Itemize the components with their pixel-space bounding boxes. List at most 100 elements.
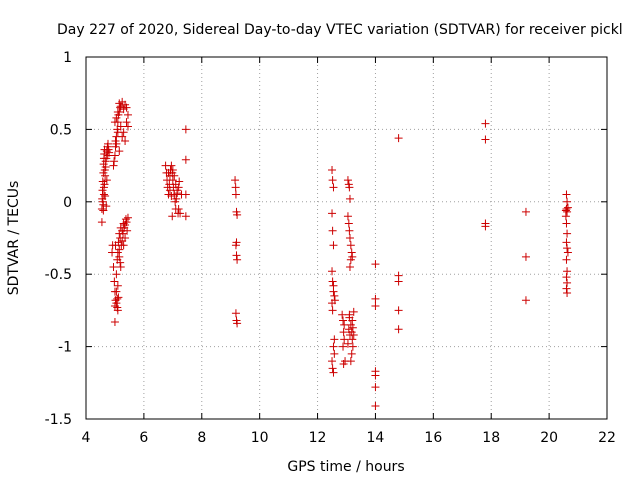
data-point (168, 212, 177, 221)
chart-title: Day 227 of 2020, Sidereal Day-to-day VTE… (57, 22, 623, 38)
data-point (563, 289, 572, 298)
y-tick-label: -1.5 (45, 412, 72, 428)
data-point (113, 128, 122, 137)
data-point (328, 267, 337, 276)
data-point (563, 229, 572, 238)
data-point (99, 183, 108, 192)
data-point (121, 220, 130, 229)
data-point (99, 206, 108, 215)
x-tick-label: 18 (482, 430, 500, 446)
data-point (394, 134, 403, 143)
data-points (97, 97, 572, 410)
data-point (338, 310, 347, 319)
x-tick-label: 6 (139, 430, 148, 446)
data-point (345, 234, 354, 242)
data-point (116, 262, 125, 271)
data-point (112, 287, 121, 296)
data-point (346, 357, 355, 366)
y-tick-label: 0 (63, 195, 72, 211)
y-tick-label: 0.5 (50, 122, 72, 138)
data-point (100, 165, 109, 174)
x-tick-label: 12 (309, 430, 327, 446)
data-point (114, 293, 123, 302)
data-point (349, 331, 358, 340)
data-point (328, 226, 337, 235)
data-point (98, 197, 107, 206)
data-point (339, 359, 348, 368)
data-point (103, 139, 112, 148)
data-point (330, 335, 339, 344)
data-point (231, 176, 240, 185)
data-point (122, 103, 131, 112)
data-point (562, 238, 571, 247)
data-point (562, 273, 571, 282)
data-point (173, 189, 182, 198)
data-point (112, 113, 121, 122)
data-point (231, 309, 240, 318)
data-point (118, 236, 127, 245)
data-point (116, 122, 125, 131)
data-point (346, 241, 355, 250)
data-point (563, 203, 572, 212)
data-point (167, 161, 176, 170)
data-point (118, 132, 127, 141)
data-point (116, 258, 125, 267)
data-point (111, 136, 120, 145)
data-point (119, 241, 128, 250)
data-point (181, 155, 190, 164)
data-point (170, 171, 179, 180)
data-point (563, 207, 572, 216)
data-point (521, 296, 530, 305)
data-point (176, 209, 185, 218)
data-point (562, 190, 571, 199)
data-point (347, 349, 356, 358)
data-point (562, 219, 571, 228)
data-point (110, 302, 119, 311)
data-point (328, 176, 337, 185)
data-point (348, 316, 357, 325)
data-point (371, 302, 380, 311)
data-point (340, 335, 349, 344)
data-point (167, 192, 176, 201)
data-point (563, 267, 572, 276)
data-point (123, 213, 132, 222)
data-point (164, 168, 173, 177)
data-point (345, 226, 354, 235)
data-point (339, 328, 348, 337)
data-point (233, 210, 242, 219)
data-point (328, 165, 337, 174)
data-point (345, 183, 354, 192)
data-point (329, 368, 338, 377)
data-point (348, 335, 357, 344)
data-point (347, 248, 356, 257)
data-point (328, 306, 337, 315)
data-point (116, 223, 125, 232)
data-point (181, 212, 190, 221)
data-point (343, 339, 352, 348)
data-point (110, 317, 119, 326)
data-point (481, 135, 490, 144)
y-axis-ticks: 1 0.5 0 -0.5 -1 -1.5 (45, 50, 607, 428)
data-point (394, 325, 403, 334)
data-point (371, 260, 380, 269)
data-point (115, 147, 124, 156)
data-point (110, 277, 119, 286)
y-tick-label: -1 (58, 340, 72, 356)
data-point (110, 151, 119, 160)
data-point (172, 194, 181, 203)
data-point (330, 349, 339, 358)
data-point (112, 270, 121, 279)
data-point (344, 219, 353, 228)
data-point (329, 241, 338, 250)
x-axis-title: GPS time / hours (287, 459, 404, 475)
data-point (330, 291, 339, 300)
data-point (121, 136, 130, 145)
data-point (231, 183, 240, 192)
data-point (231, 190, 240, 199)
data-point (481, 119, 490, 128)
data-point (344, 325, 353, 334)
data-point (101, 157, 110, 166)
data-point (328, 364, 337, 373)
x-tick-label: 16 (424, 430, 442, 446)
